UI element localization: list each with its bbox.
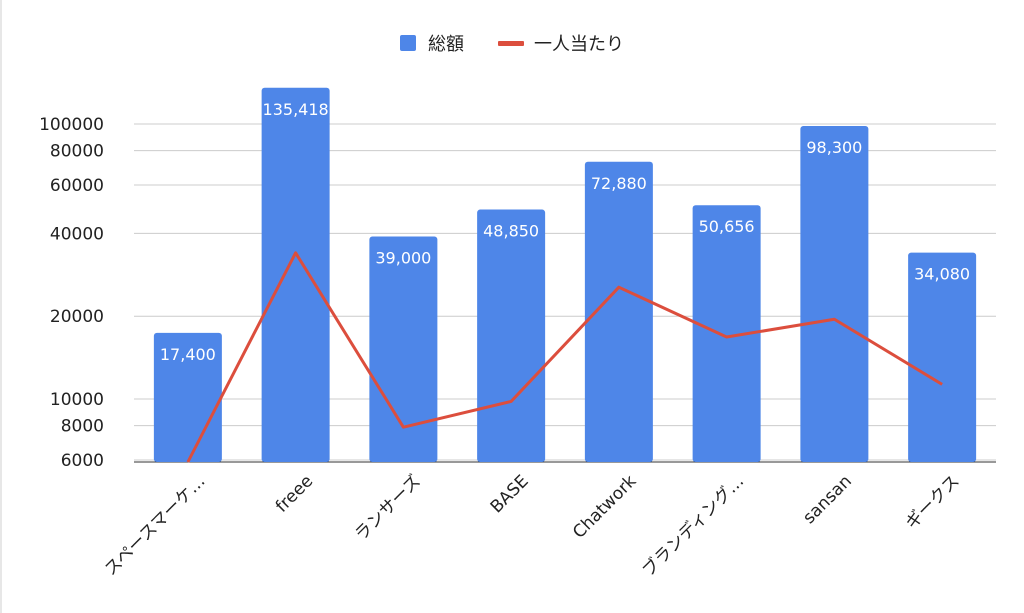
y-tick-label: 8000 — [61, 417, 104, 437]
bar-data-label: 39,000 — [375, 248, 431, 267]
legend-label-line: 一人当たり — [534, 34, 624, 55]
bar-data-label: 135,418 — [263, 100, 329, 119]
bar — [584, 161, 653, 462]
x-tick-label: ランサーズ — [351, 471, 425, 545]
line-path — [186, 251, 943, 463]
bar-data-label: 17,400 — [160, 345, 216, 364]
bar-data-label: 72,880 — [591, 174, 647, 193]
y-tick-label: 80000 — [50, 142, 104, 162]
x-tick-label: Chatwork — [569, 471, 640, 542]
legend-swatch-bar — [400, 35, 416, 51]
x-tick-label: ブランディング… — [638, 471, 748, 581]
bar-data-label: 98,300 — [806, 138, 862, 157]
x-tick-label: スペースマーケ… — [101, 471, 210, 580]
bar-data-label: 48,850 — [483, 222, 539, 241]
bar — [261, 87, 330, 462]
y-tick-label: 60000 — [50, 176, 104, 196]
y-tick-label: 6000 — [61, 451, 104, 471]
x-tick-label: freee — [272, 471, 317, 516]
y-tick-label: 10000 — [50, 390, 104, 410]
y-axis-ticks: 6000 8000 10000 20000 40000 60000 80000 100000 — [39, 115, 104, 471]
y-tick-label: 100000 — [39, 115, 104, 135]
bar-data-labels: 17,400 135,418 39,000 48,850 72,880 50,656 98,… — [160, 100, 970, 364]
line-series — [186, 251, 943, 463]
legend: 総額 一人当たり — [400, 34, 624, 55]
bar-data-label: 50,656 — [699, 217, 755, 236]
bar — [692, 205, 761, 462]
y-tick-label: 40000 — [50, 224, 104, 244]
x-tick-label: sansan — [799, 471, 856, 528]
bar — [477, 209, 546, 462]
x-tick-label: BASE — [487, 471, 533, 517]
legend-swatch-line — [498, 41, 524, 46]
bar — [800, 126, 869, 462]
bar — [908, 252, 977, 462]
y-tick-label: 20000 — [50, 307, 104, 327]
bar-data-label: 34,080 — [914, 265, 970, 284]
bar — [369, 236, 438, 462]
legend-label-bar: 総額 — [428, 34, 464, 55]
bar-series — [153, 87, 977, 462]
x-tick-label: ギークス — [902, 471, 964, 533]
